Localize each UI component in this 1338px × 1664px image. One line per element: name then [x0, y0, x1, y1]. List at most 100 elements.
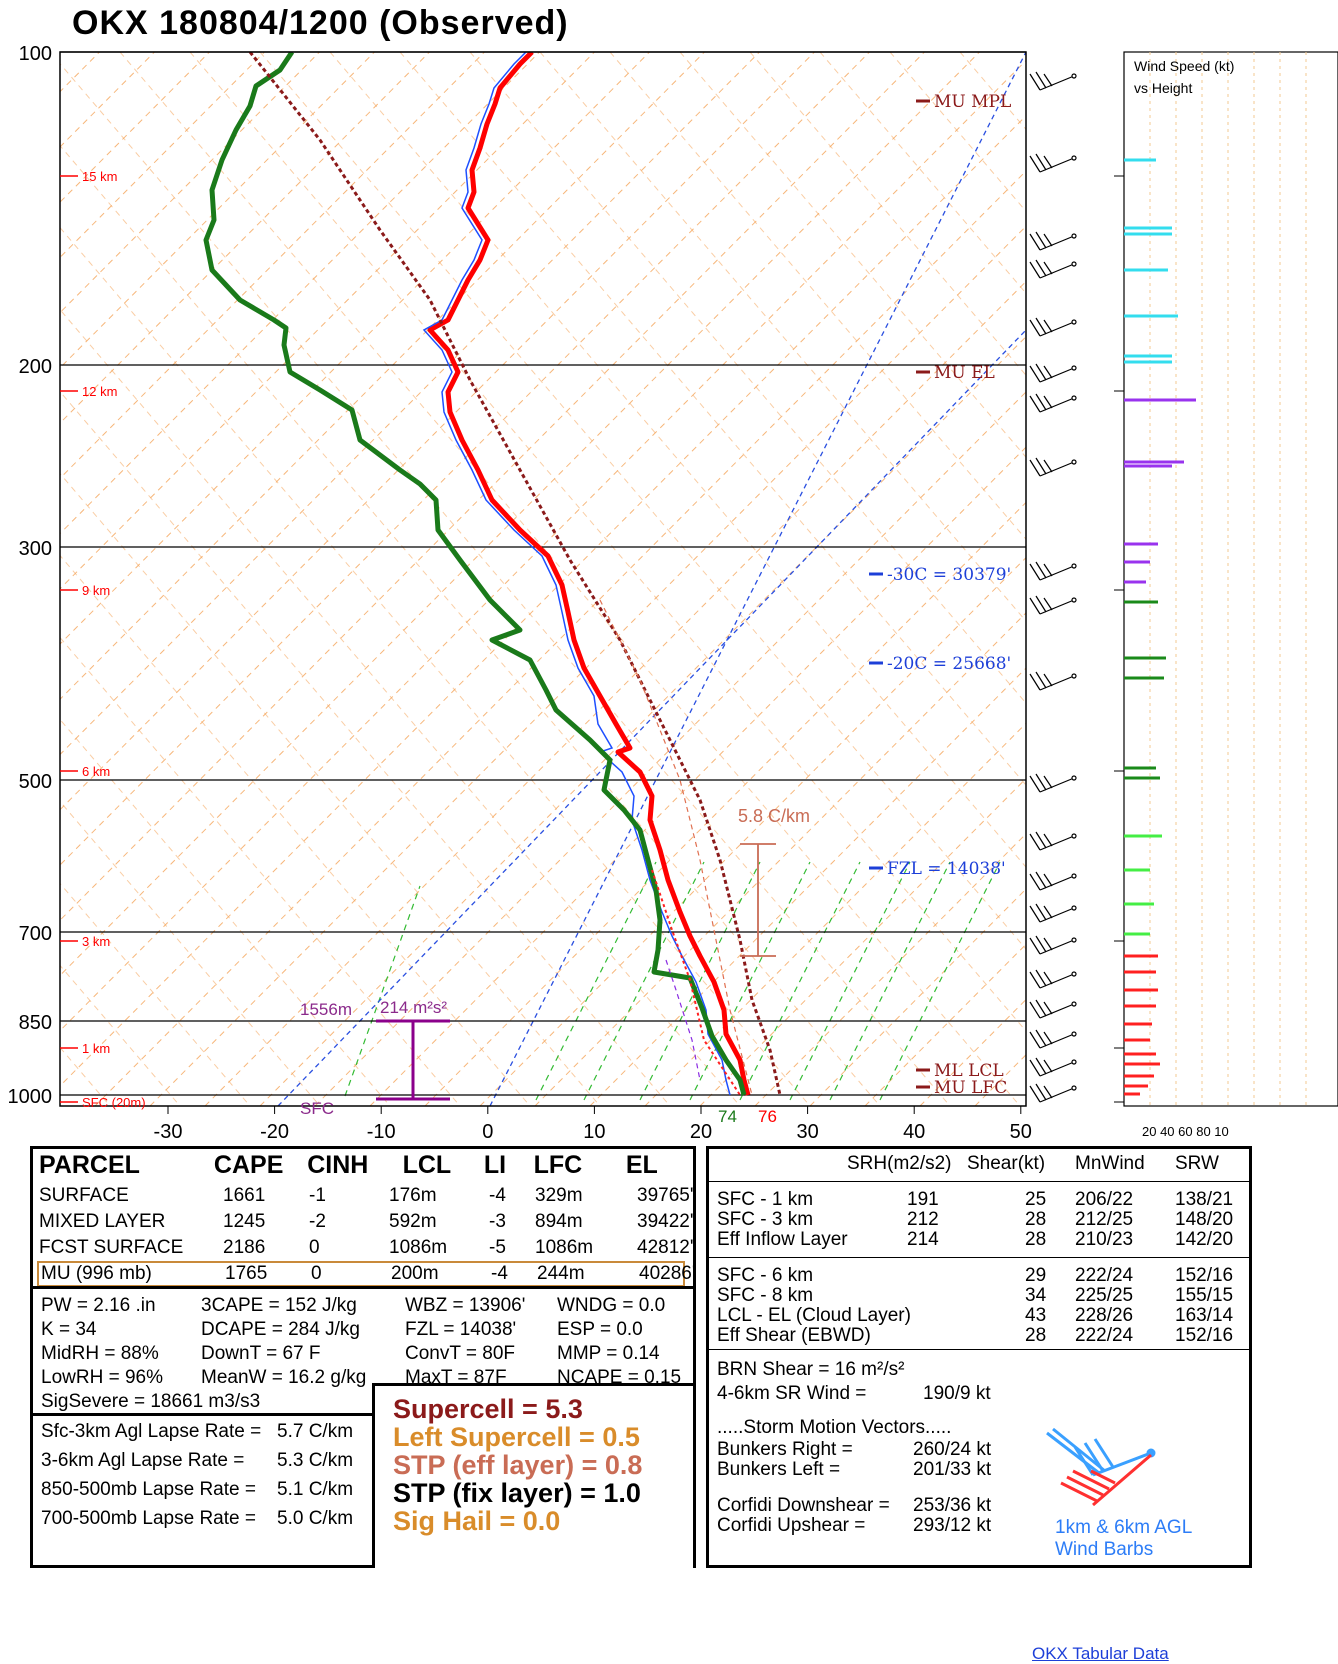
wind-barb-staff: [1039, 565, 1075, 581]
moist-adiabat-line: [689, 861, 811, 1101]
lapse-rate-value: 5.0 C/km: [277, 1508, 354, 1529]
lapse-rate-value: 5.1 C/km: [277, 1479, 354, 1500]
parcel-row: MU (996 mb) 1765 0 200m -4 244m 40286': [37, 1261, 695, 1287]
storm-motion-label: Bunkers Left =: [717, 1459, 841, 1480]
hodo-barbs-icon: [1046, 1427, 1156, 1507]
index-value: FZL = 14038': [405, 1319, 517, 1340]
tabular-data-link[interactable]: OKX Tabular Data: [1032, 1644, 1169, 1663]
wind-barb-flag: [1043, 673, 1053, 687]
isotherm-line: [60, 308, 741, 1106]
kinematics-cell: 210/23: [1075, 1229, 1134, 1250]
wind-barb-flag: [1029, 597, 1041, 615]
wind-barb-flag: [1035, 935, 1047, 953]
temperature-tick-label: 30: [796, 1121, 818, 1143]
downdraft-trace: [651, 869, 741, 1096]
parcel-col-header: CINH: [307, 1151, 369, 1179]
mu-lfc-label: MU LFC: [934, 1078, 1007, 1098]
wind-barb-flag: [1035, 903, 1047, 921]
kinematics-header: MnWind: [1075, 1153, 1145, 1174]
wind-barb-flag: [1029, 833, 1041, 851]
parcel-cell: 2186: [223, 1237, 266, 1258]
wind-profile-subtitle: vs Height: [1134, 80, 1192, 96]
dry-adiabat-line: [60, 52, 926, 921]
isotherm-blue-line: [489, 52, 1026, 1106]
parcel-col-header: PARCEL: [39, 1151, 140, 1179]
kinematics-cell: 222/24: [1075, 1265, 1134, 1286]
index-value: SigSevere = 18661 m3/s3: [41, 1391, 261, 1412]
isotherm-line: [60, 800, 321, 1106]
moist-adiabat-line: [829, 861, 951, 1101]
wind-barb-flag: [1029, 937, 1041, 955]
wind-barb-flag: [1035, 773, 1047, 791]
storm-motion-value: 260/24 kt: [913, 1439, 992, 1460]
wind-barb-dot: [1071, 459, 1077, 465]
wind-barb-dot: [1071, 1085, 1077, 1091]
parcel-cell: 0: [311, 1263, 322, 1284]
sr-wind-value: 190/9 kt: [923, 1383, 991, 1404]
parcel-cell: -4: [489, 1185, 506, 1206]
wind-barb-dot: [1071, 597, 1077, 603]
kinematics-cell: 214: [907, 1229, 939, 1250]
stp-eff-value: STP (eff layer) = 0.8: [393, 1450, 643, 1480]
kinematics-cell: 222/24: [1075, 1325, 1134, 1346]
kinematics-header: Shear(kt): [967, 1153, 1046, 1174]
storm-motion-label: Bunkers Right =: [717, 1439, 853, 1460]
height-label: 12 km: [82, 384, 117, 399]
dry-adiabat-line: [60, 59, 1026, 1032]
wind-barb-dot: [1071, 673, 1077, 679]
indices-panel: PW = 2.16 .in K = 34 MidRH = 88% LowRH = 96…: [30, 1286, 696, 1568]
parcel-cell: -1: [309, 1185, 326, 1206]
composite-box: Supercell = 5.3 Left Supercell = 0.5 STP…: [372, 1383, 693, 1568]
parcel-col-header: LFC: [533, 1151, 583, 1179]
dry-adiabat-line: [204, 280, 1026, 1106]
wind-barb: [1029, 773, 1077, 793]
wind-barb: [1029, 999, 1077, 1019]
srh-bracket: [376, 1019, 450, 1101]
kinematics-cell: 142/20: [1175, 1229, 1234, 1250]
wind-barb-flag: [1043, 395, 1053, 409]
kinematics-cell: 152/16: [1175, 1325, 1234, 1346]
wind-barb: [1029, 969, 1077, 989]
parcel-cell: 39765': [637, 1185, 694, 1206]
kinematics-cell: 191: [907, 1189, 939, 1210]
wind-barb-flag: [1043, 261, 1053, 275]
kinematics-cell: Eff Inflow Layer: [717, 1229, 848, 1250]
wind-barb: [1029, 871, 1077, 891]
dry-adiabat-line: [699, 777, 1026, 1106]
wind-barb-flag: [1029, 233, 1041, 251]
temperature-tick-label: 40: [903, 1121, 925, 1143]
kinematics-header: SRH(m2/s2): [847, 1153, 952, 1174]
dry-adiabat-line: [60, 52, 761, 756]
wind-barb-flag: [1035, 969, 1047, 987]
wind-barb-flag: [1043, 155, 1053, 169]
temperature-tick-label: -20: [260, 1121, 289, 1143]
storm-motion-label: Corfidi Upshear =: [717, 1515, 866, 1536]
wind-barb-dot: [1071, 971, 1077, 977]
wind-barb-staff: [1039, 875, 1075, 891]
index-value: MMP = 0.14: [557, 1343, 660, 1364]
storm-motion-label: Corfidi Downshear =: [717, 1495, 890, 1516]
wind-barb: [1029, 231, 1077, 251]
wind-barb-dot: [1071, 1031, 1077, 1037]
wind-barb-flag: [1029, 261, 1041, 279]
moist-adiabat-line: [344, 885, 421, 1097]
index-value: MeanW = 16.2 g/kg: [201, 1367, 367, 1388]
wind-barb-staff: [1039, 777, 1075, 793]
wind-barb-flag: [1029, 971, 1041, 989]
wind-barb: [1029, 1029, 1077, 1049]
wind-barb-dot: [1071, 319, 1077, 325]
wind-barb-flag: [1029, 905, 1041, 923]
lapse-rate-label: Sfc-3km Agl Lapse Rate =: [41, 1421, 262, 1442]
fzl-label: FZL = 14038': [887, 859, 1006, 879]
temperature-tick-label: 50: [1010, 1121, 1032, 1143]
dry-adiabat-line: [424, 501, 1026, 1106]
wind-barb-staff: [1039, 939, 1075, 955]
index-value: DownT = 67 F: [201, 1343, 321, 1364]
kinematics-cell: 206/22: [1075, 1189, 1134, 1210]
supercell-value: Supercell = 5.3: [393, 1394, 583, 1424]
parcel-col-header: LCL: [402, 1151, 452, 1179]
parcel-col-header: LI: [483, 1151, 507, 1179]
wind-barb-flag: [1035, 999, 1047, 1017]
moist-adiabat-line: [789, 861, 911, 1101]
wind-barb-flag: [1029, 73, 1041, 91]
